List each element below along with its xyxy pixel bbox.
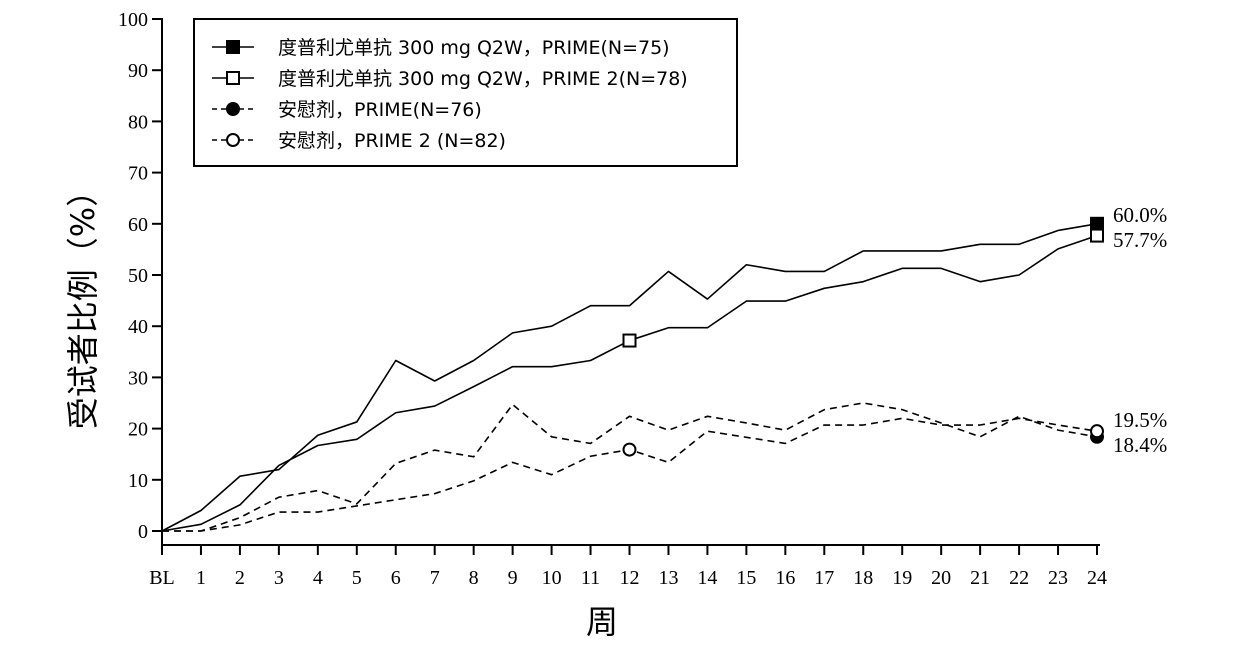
series-marker [622, 442, 637, 457]
y-axis-title: 受试者比例（%） [64, 175, 102, 429]
y-tick-label: 90 [128, 60, 148, 82]
y-tick-label: 80 [128, 111, 148, 133]
x-tick-label: 17 [814, 567, 834, 589]
y-tick-label: 60 [128, 214, 148, 236]
x-tick-label: 18 [853, 567, 873, 589]
legend-label: 安慰剂，PRIME(N=76) [278, 99, 482, 121]
end-value-label: 60.0% [1113, 203, 1167, 227]
x-tick-label: 9 [508, 567, 518, 589]
legend-marker [226, 40, 240, 54]
y-tick-label: 40 [128, 316, 148, 338]
end-value-label: 18.4% [1113, 433, 1167, 457]
x-tick-label: 2 [235, 567, 245, 589]
x-axis-title: 周 [586, 603, 618, 641]
x-tick-label: BL [149, 567, 175, 589]
series-1 [161, 216, 1104, 532]
x-tick-label: 7 [430, 567, 440, 589]
series-3 [162, 402, 1104, 532]
x-tick-label: 1 [196, 567, 206, 589]
x-tick-label: 3 [274, 567, 284, 589]
series-end-marker [1090, 424, 1104, 439]
y-tick-label: 70 [128, 163, 148, 185]
y-tick-label: 0 [138, 521, 148, 543]
series-marker [1090, 216, 1104, 231]
end-labels: 60.0%57.7% 19.5%18.4% [1113, 203, 1167, 457]
x-tick-label: 20 [931, 567, 951, 589]
x-tick-label: 16 [775, 567, 795, 589]
series-line [161, 223, 1098, 532]
x-tick-label: 8 [469, 567, 479, 589]
x-tick-label: 5 [352, 567, 362, 589]
legend-item: 度普利尤单抗 300 mg Q2W，PRIME(N=75) [212, 37, 670, 59]
series-marker [622, 333, 637, 348]
legend-label: 安慰剂，PRIME 2 (N=82) [278, 130, 506, 152]
series-2 [161, 228, 1104, 532]
x-tick-label: 22 [1009, 567, 1029, 589]
series-line [161, 234, 1098, 532]
legend-marker [226, 71, 240, 85]
x-tick-label: 4 [313, 567, 323, 589]
legend-label: 度普利尤单抗 300 mg Q2W，PRIME(N=75) [278, 37, 670, 59]
x-tick-label: 24 [1087, 567, 1107, 589]
end-value-label: 19.5% [1113, 408, 1167, 432]
end-value-label: 57.7% [1113, 228, 1167, 252]
legend-box [193, 18, 738, 167]
legend-marker [226, 102, 240, 116]
y-tick-label: 30 [128, 367, 148, 389]
y-tick-label: 100 [118, 9, 148, 31]
legend-item: 安慰剂，PRIME 2 (N=82) [212, 130, 506, 152]
x-tick-label: 23 [1048, 567, 1068, 589]
legend-marker [226, 133, 240, 147]
y-tick-label: 50 [128, 265, 148, 287]
x-tick-label: 12 [620, 567, 640, 589]
legend-item: 安慰剂，PRIME(N=76) [212, 99, 482, 121]
x-tick-label: 13 [658, 567, 678, 589]
legend-item: 度普利尤单抗 300 mg Q2W，PRIME 2(N=78) [212, 68, 688, 90]
legend-label: 度普利尤单抗 300 mg Q2W，PRIME 2(N=78) [278, 68, 688, 90]
legend: 度普利尤单抗 300 mg Q2W，PRIME(N=75) 度普利尤单抗 300 … [193, 18, 738, 167]
x-tick-label: 6 [391, 567, 401, 589]
series-4 [162, 417, 1104, 532]
x-tick-label: 11 [581, 567, 600, 589]
series-line [162, 417, 1098, 532]
series-line [162, 402, 1098, 532]
series-end-marker [1090, 228, 1104, 243]
x-tick-label: 19 [892, 567, 912, 589]
x-tick-label: 15 [736, 567, 756, 589]
y-tick-label: 20 [128, 419, 148, 441]
series-layer [161, 216, 1104, 532]
x-tick-label: 21 [970, 567, 990, 589]
x-tick-label: 14 [697, 567, 717, 589]
x-tick-label: 10 [542, 567, 562, 589]
y-tick-label: 10 [128, 470, 148, 492]
